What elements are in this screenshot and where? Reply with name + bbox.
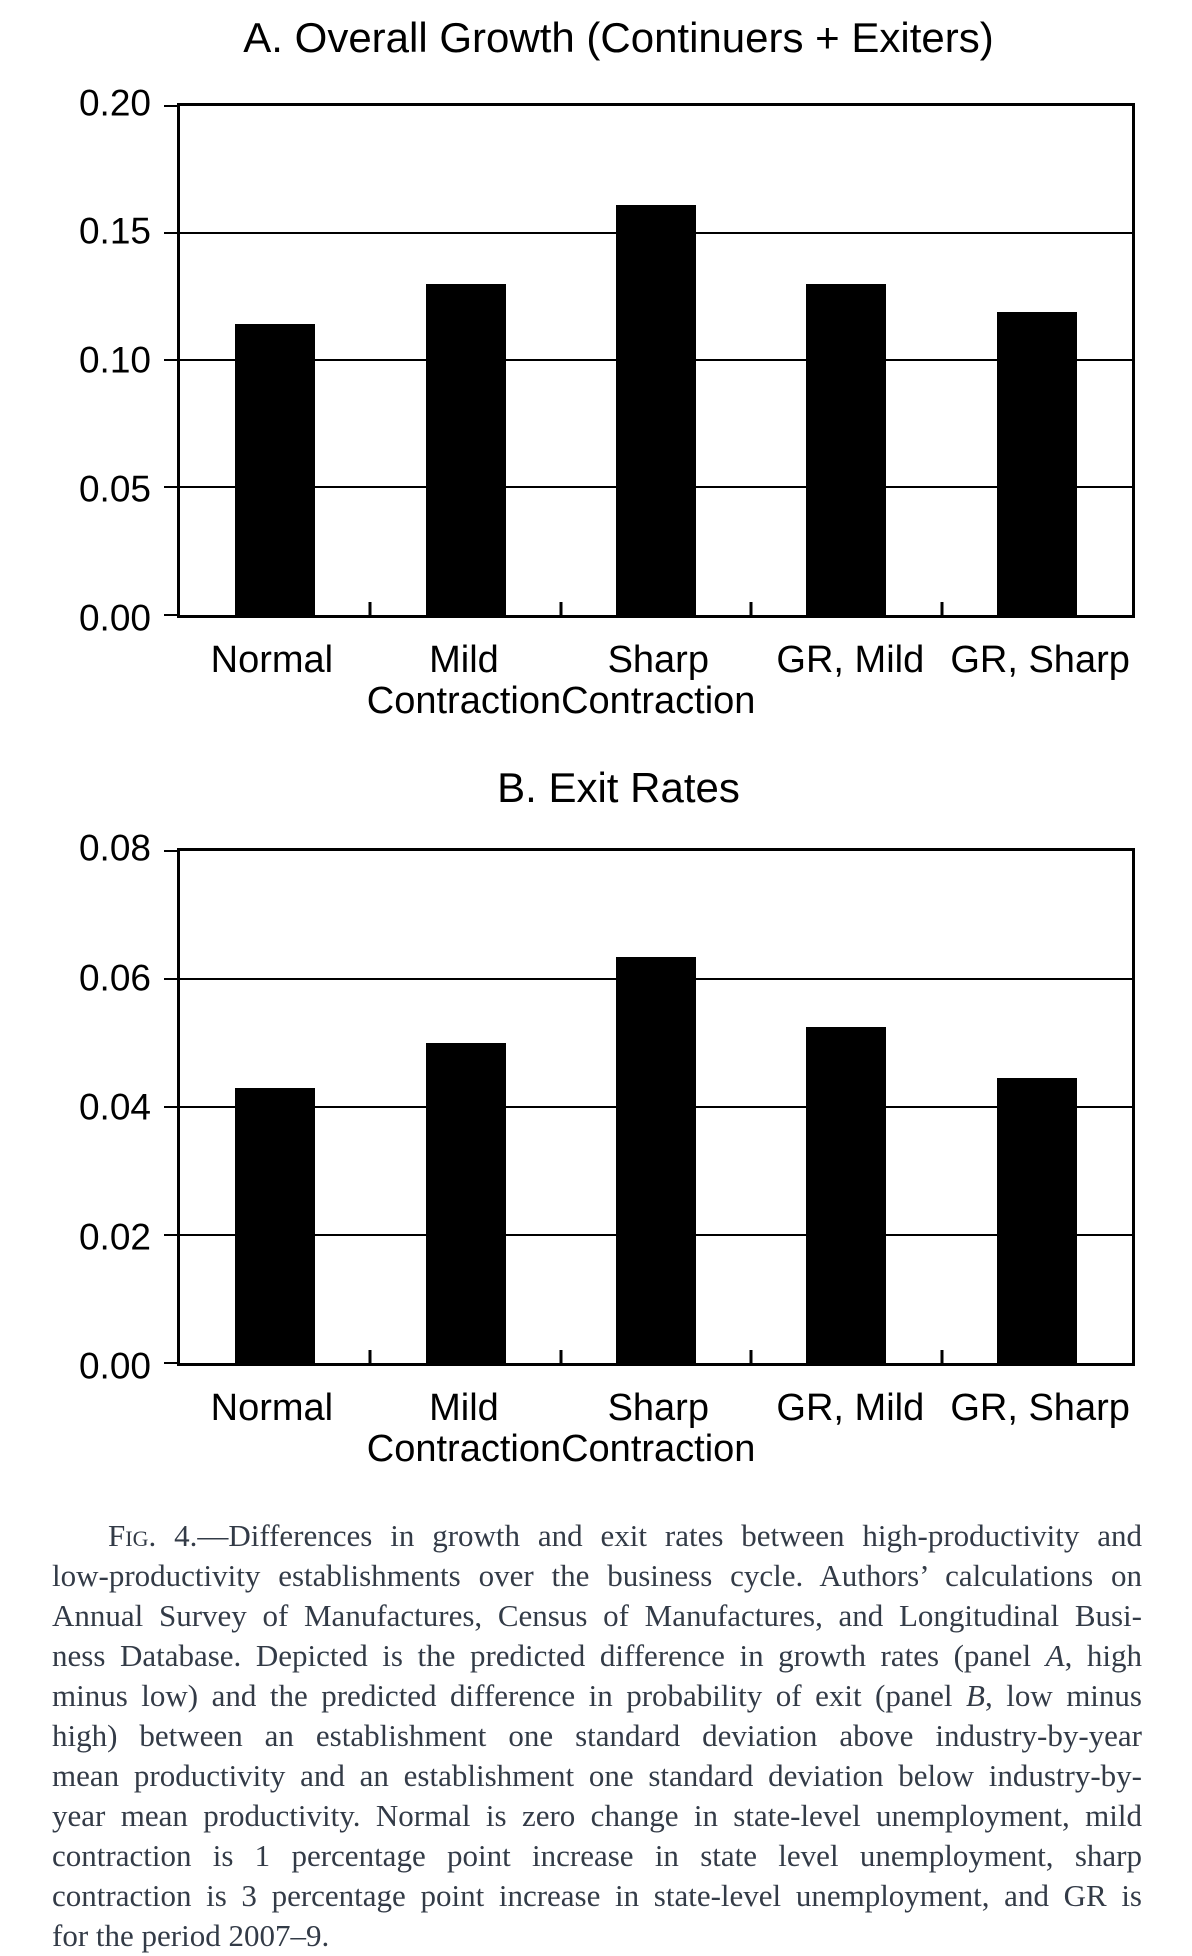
panel-a-y-axis: 0.00 0.05 0.10 0.15 0.20 (55, 84, 177, 636)
x-axis-category-label: GR, Mild (776, 1387, 925, 1429)
y-axis-tick (164, 359, 178, 361)
caption-line: mean productivity and an establishment o… (52, 1758, 1142, 1793)
y-axis-tick (164, 486, 178, 489)
bar-slot (561, 851, 751, 1363)
x-axis-tick (368, 1350, 372, 1363)
caption-line: year mean productivity. Normal is zero c… (52, 1798, 1142, 1833)
y-axis-tick (164, 1106, 178, 1108)
caption-line: minus low) and the predicted difference … (52, 1678, 1142, 1713)
x-axis-tick (749, 601, 753, 615)
panel-b-y-axis: 0.00 0.02 0.04 0.06 0.08 (55, 830, 177, 1385)
bar-slot (370, 106, 560, 615)
y-axis-tick-label: 0.00 (78, 1345, 151, 1387)
x-axis-category-label: Mild Contraction (366, 1387, 562, 1470)
panel-a-plot-area (164, 102, 1135, 618)
y-axis-tick (164, 104, 178, 107)
x-axis-category-label: GR, Sharp (950, 1387, 1130, 1429)
panel-a-x-axis-labels: Normal Mild Contraction Sharp Contraction G… (177, 638, 1135, 722)
bar-slot (180, 106, 370, 615)
bar (235, 324, 316, 615)
caption-line: low-productivity establishments over the… (52, 1558, 1142, 1593)
bar (806, 283, 887, 615)
x-axis-tick (940, 1350, 944, 1363)
caption-line: Fig. 4.—Differences in growth and exit r… (108, 1518, 1142, 1553)
y-axis-tick-label: 0.15 (78, 210, 151, 252)
y-axis-tick-label: 0.00 (78, 597, 151, 638)
gridline (180, 231, 1132, 234)
bar (996, 311, 1077, 615)
panel-a-plot-wrap: 0.00 0.05 0.10 0.15 0.20 (55, 84, 1192, 636)
panel-b-title: B. Exit Rates (497, 763, 740, 811)
y-axis-tick (164, 613, 178, 616)
bar (425, 1043, 506, 1363)
x-axis-category-label: GR, Sharp (950, 638, 1130, 681)
x-axis-tick (368, 601, 372, 615)
bar-slot (751, 106, 941, 615)
bar (616, 956, 696, 1363)
x-axis-category-label: Mild Contraction (366, 638, 562, 722)
x-axis-category-label: Sharp Contraction (561, 638, 756, 722)
y-axis-tick (164, 978, 178, 980)
bar-slot (561, 106, 751, 615)
bar (996, 1078, 1077, 1363)
panel-a-bars (180, 106, 1132, 615)
y-axis-tick-label: 0.02 (78, 1216, 151, 1257)
bar (616, 204, 696, 615)
x-axis-category-label: Normal (210, 638, 334, 681)
bar-slot (751, 851, 941, 1363)
y-axis-tick-label: 0.08 (78, 827, 151, 869)
caption-line: Annual Survey of Manufactures, Census of… (52, 1598, 1142, 1633)
x-axis-category-label: Sharp Contraction (561, 1387, 756, 1470)
x-axis-tick (559, 1350, 563, 1363)
panel-b-plot-area (164, 848, 1135, 1366)
y-axis-tick-label: 0.10 (78, 339, 151, 381)
bar (425, 283, 506, 615)
gridline (180, 1234, 1132, 1236)
bar-slot (942, 106, 1132, 615)
y-axis-tick-label: 0.05 (78, 468, 151, 510)
bar (235, 1087, 316, 1363)
caption-line: for the period 2007–9. (52, 1918, 330, 1953)
bar-slot (942, 851, 1132, 1363)
x-axis-category-label: GR, Mild (776, 638, 925, 681)
y-axis-tick (164, 1234, 178, 1236)
panel-b-chart: B. Exit Rates 0.00 0.02 0.04 0.06 0.08 Norma… (0, 762, 1192, 1471)
y-axis-tick (164, 231, 178, 234)
gridline (180, 978, 1132, 980)
x-axis-category-label: Normal (210, 1387, 334, 1429)
y-axis-tick-label: 0.20 (78, 82, 151, 123)
y-axis-tick-label: 0.06 (78, 957, 151, 998)
figure-caption: Fig. 4.—Differences in growth and exit r… (52, 1516, 1142, 1956)
bar (806, 1027, 887, 1363)
panel-b-x-axis-labels: Normal Mild Contraction Sharp Contraction G… (177, 1388, 1135, 1470)
panel-a-chart: A. Overall Growth (Continuers + Exiters)… (0, 0, 1192, 722)
x-axis-tick (940, 601, 944, 615)
panel-b-plot-wrap: 0.00 0.02 0.04 0.06 0.08 (55, 830, 1192, 1385)
gridline (180, 359, 1132, 361)
caption-line: high) between an establishment one stand… (52, 1718, 1142, 1753)
y-axis-tick (164, 1362, 178, 1364)
y-axis-tick (164, 850, 178, 852)
bar-slot (370, 851, 560, 1363)
y-axis-tick-label: 0.04 (78, 1086, 151, 1128)
caption-line: contraction is 1 percentage point increa… (52, 1838, 1142, 1873)
panel-b-bars (180, 851, 1132, 1363)
gridline (180, 486, 1132, 489)
gridline (180, 1106, 1132, 1108)
caption-line: contraction is 3 percentage point increa… (52, 1878, 1142, 1913)
panel-a-title: A. Overall Growth (Continuers + Exiters) (243, 14, 994, 61)
caption-line: ness Database. Depicted is the predicted… (52, 1638, 1142, 1673)
x-axis-tick (559, 601, 563, 615)
x-axis-tick (749, 1350, 753, 1363)
bar-slot (180, 851, 370, 1363)
